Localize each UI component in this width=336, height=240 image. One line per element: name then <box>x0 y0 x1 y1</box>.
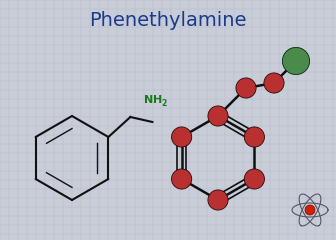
Circle shape <box>305 205 315 215</box>
Circle shape <box>208 106 228 126</box>
Circle shape <box>282 47 309 75</box>
Circle shape <box>236 78 256 98</box>
Text: Phenethylamine: Phenethylamine <box>89 11 247 30</box>
Text: H: H <box>153 95 163 105</box>
Circle shape <box>244 169 264 189</box>
Text: N: N <box>144 95 154 105</box>
Circle shape <box>208 190 228 210</box>
Circle shape <box>244 127 264 147</box>
Circle shape <box>172 169 192 189</box>
Circle shape <box>172 127 192 147</box>
Text: 2: 2 <box>161 98 167 108</box>
Circle shape <box>264 73 284 93</box>
